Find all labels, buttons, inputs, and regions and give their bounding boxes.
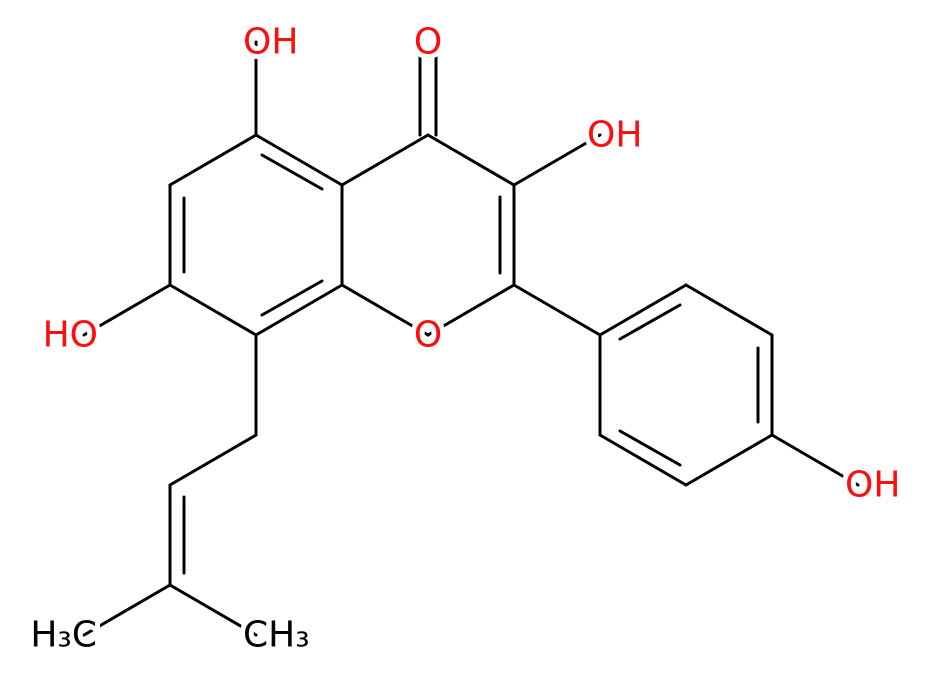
- atom-label: H₃C: [30, 615, 97, 656]
- atom-label: HO: [43, 315, 98, 356]
- atom-label: OH: [587, 115, 642, 156]
- atom-label: CH₃: [243, 615, 310, 656]
- atom-label: O: [414, 315, 442, 356]
- atom-label: OH: [845, 465, 900, 506]
- atom-label: O: [414, 22, 442, 63]
- bonds: [82, 40, 860, 637]
- atom-label: OH: [243, 22, 298, 63]
